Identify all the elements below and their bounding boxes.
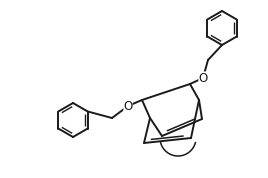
Text: O: O bbox=[123, 100, 133, 112]
Text: O: O bbox=[198, 72, 208, 85]
